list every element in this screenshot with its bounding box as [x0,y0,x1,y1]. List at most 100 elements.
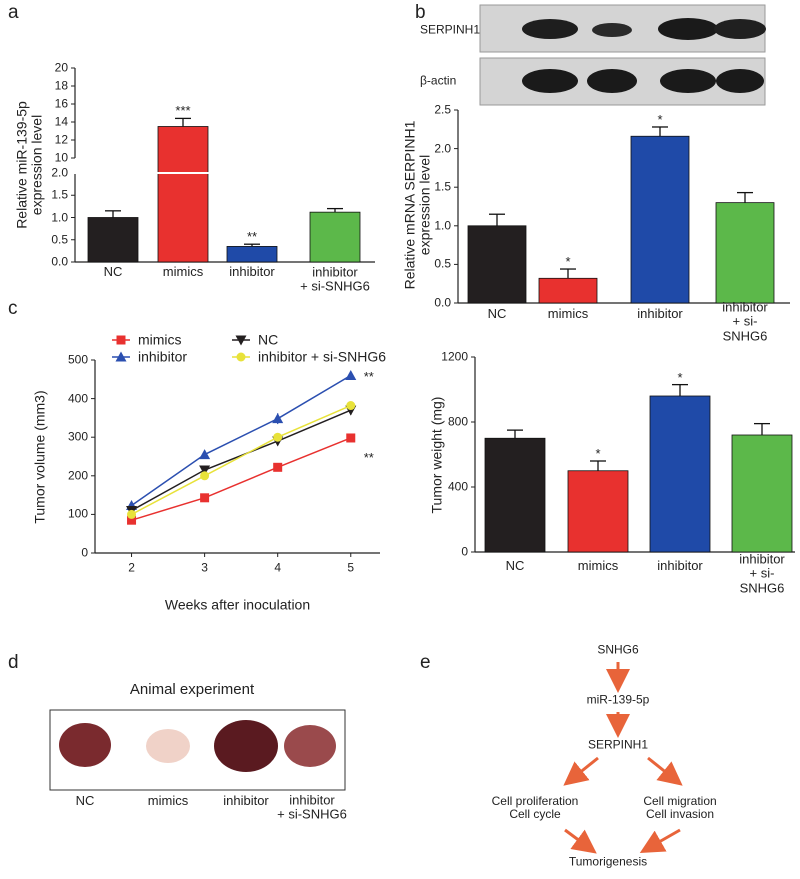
y-axis-label: Relative mRNA SERPINH1 expression level [401,120,433,290]
y-tick-label: 400 [447,479,468,494]
annotation: *** [175,103,191,119]
marker [199,449,211,460]
annotation: ** [363,369,374,385]
marker [200,471,210,481]
x-tick-label: inhibitor + si-SNHG6 [739,551,785,596]
y-tick-label: 2.0 [51,165,68,180]
y-tick-label: 800 [447,414,468,429]
bar [731,434,793,553]
annotation: * [657,111,663,127]
marker [127,509,137,519]
y-tick-label: 14 [54,114,68,129]
blot-label: SERPINH1 [420,22,481,37]
x-tick-label: 2 [128,560,135,575]
marker [199,465,211,476]
panel-letter: e [420,652,431,673]
marker [346,433,356,443]
y-tick-label: 12 [54,132,68,147]
marker [200,493,210,503]
x-tick-label: inhibitor [229,263,275,279]
y-tick-label: 1.5 [51,187,68,202]
bar [567,470,629,553]
y-tick-label: 16 [54,96,68,111]
y-tick-label: 18 [54,78,68,93]
y-tick-label: 1.5 [434,179,451,194]
panel-letter: c [8,298,18,319]
panel-letter: b [415,2,426,23]
y-axis-label: Tumor volume (mm3) [31,390,48,524]
annotation: * [677,369,683,385]
annotation: ** [363,449,374,465]
x-tick-label: 3 [201,560,208,575]
y-tick-label: 500 [67,352,88,367]
marker [345,369,357,380]
bar [715,202,775,304]
bar [630,135,690,304]
bar [649,395,711,553]
y-tick-label: 1.0 [51,209,68,224]
annotation: * [565,253,571,269]
bar [87,217,139,263]
marker [273,462,283,472]
pathway-node: Tumorigenesis [568,854,648,869]
series-line [131,437,352,521]
marker [235,335,247,346]
panel-letter: a [8,2,19,23]
y-tick-label: 2.5 [434,102,451,117]
x-tick-label: inhibitor + si-SNHG6 [722,299,768,344]
marker [127,515,137,525]
marker [272,413,284,424]
y-tick-label: 2.0 [434,141,451,155]
legend-label: inhibitor + si-SNHG6 [258,348,386,365]
legend-label: mimics [138,331,182,348]
annotation: * [595,445,601,461]
marker [236,352,246,362]
pathway-node: Cell migration Cell invasion [643,793,717,821]
panel-letter: d [8,652,19,673]
tumor-photo [49,709,346,791]
pathway-arrows [563,662,683,854]
y-tick-label: 0 [461,544,468,559]
annotation: ** [246,229,258,245]
legend-label: inhibitor [138,348,188,365]
y-tick-label: 400 [67,391,88,405]
x-tick-label: inhibitor [657,557,703,573]
tumor-label: mimics [147,792,189,808]
y-tick-label: 200 [67,468,88,483]
pathway-node: SNHG6 [597,642,639,657]
pathway-node: SERPINH1 [587,737,649,752]
y-tick-label: 0.0 [434,295,451,310]
y-tick-label: 0.0 [51,254,68,269]
x-tick-label: mimics [162,263,204,279]
marker [346,401,356,411]
y-tick-label: 0 [81,545,88,560]
marker [273,432,283,442]
bar [226,246,278,263]
tumor-label: inhibitor + si-SNHG6 [277,792,347,822]
y-axis-label: Tumor weight (mg) [428,396,445,514]
x-tick-label: 4 [274,560,282,575]
x-axis-label: Weeks after inoculation [164,596,311,613]
pathway-node: Cell proliferation Cell cycle [491,793,579,821]
y-tick-label: 1.0 [434,218,451,233]
bar [309,211,361,263]
bar [484,437,546,553]
y-tick-label: 100 [67,506,88,521]
x-tick-label: inhibitor + si-SNHG6 [300,264,370,294]
bar [538,277,598,304]
marker [116,335,126,345]
western-blot [479,4,766,106]
x-tick-label: NC [487,305,507,321]
y-axis-label: Relative miR-139-5p expression level [13,101,45,229]
y-tick-label: 0.5 [51,232,68,247]
marker [115,351,127,362]
tumor-label: inhibitor [223,792,269,808]
panel-title: Animal experiment [129,680,255,698]
blot-label: β-actin [420,73,457,88]
y-tick-label: 300 [67,429,88,444]
y-tick-label: 10 [54,150,68,165]
x-tick-label: 5 [347,560,355,575]
y-tick-label: 0.5 [434,256,451,271]
